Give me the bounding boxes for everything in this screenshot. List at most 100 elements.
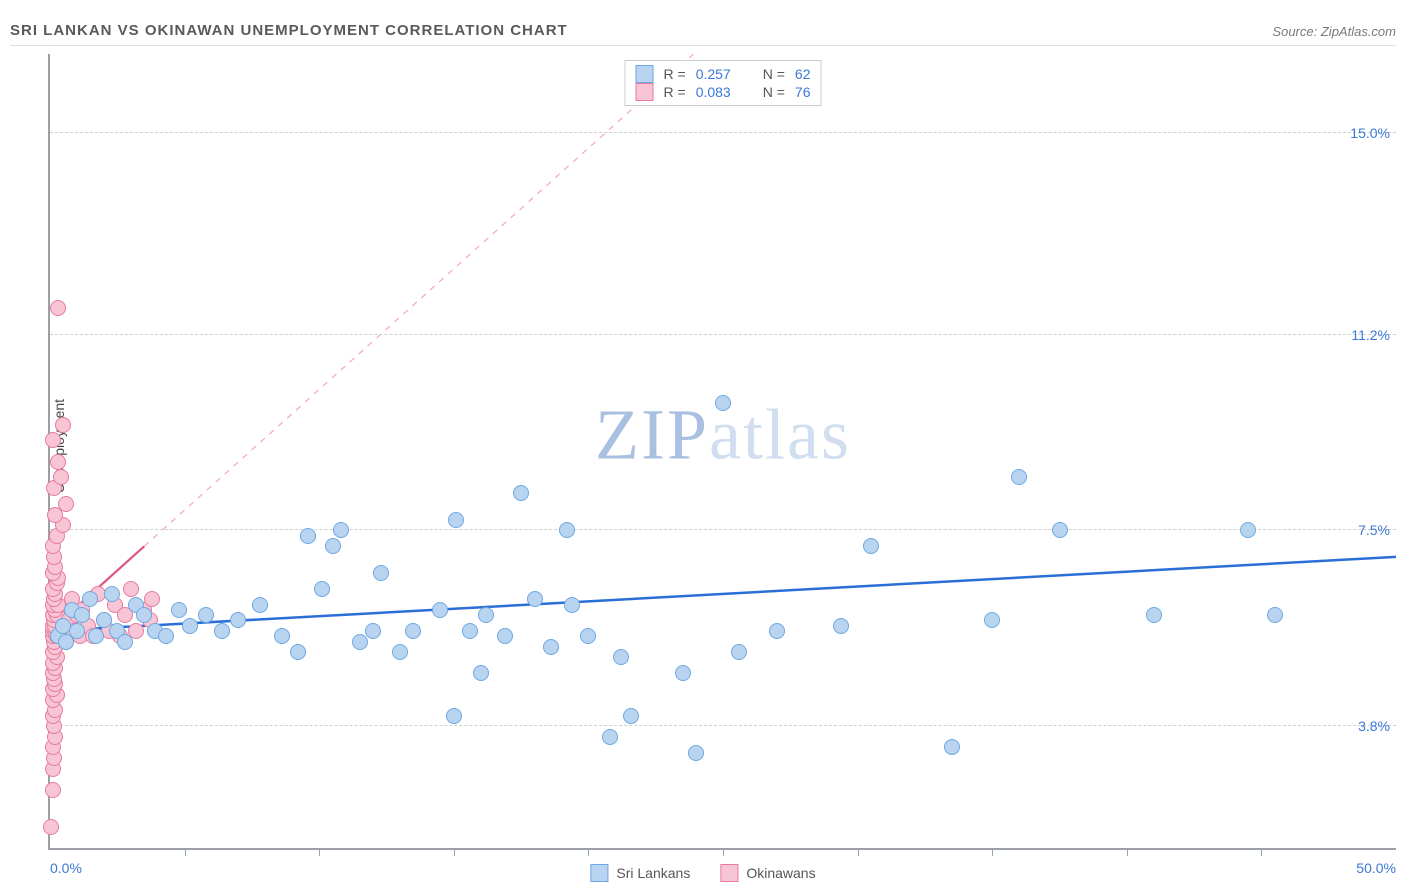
data-point — [675, 665, 691, 681]
data-point — [473, 665, 489, 681]
data-point — [462, 623, 478, 639]
y-tick-label: 11.2% — [1351, 327, 1390, 343]
data-point — [564, 597, 580, 613]
data-point — [984, 612, 1000, 628]
legend-swatch-sri-lankans — [590, 864, 608, 882]
data-point — [432, 602, 448, 618]
data-point — [252, 597, 268, 613]
gridline-h — [50, 132, 1396, 133]
data-point — [58, 496, 74, 512]
data-point — [1146, 607, 1162, 623]
r-value-okinawans: 0.083 — [696, 84, 731, 100]
data-point — [214, 623, 230, 639]
data-point — [144, 591, 160, 607]
source-name: ZipAtlas.com — [1321, 24, 1396, 39]
data-point — [55, 417, 71, 433]
data-point — [580, 628, 596, 644]
x-tick — [588, 848, 589, 856]
stat-row-sri-lankans: R = 0.257 N = 62 — [636, 65, 811, 83]
data-point — [623, 708, 639, 724]
data-point — [448, 512, 464, 528]
r-label: R = — [664, 84, 686, 100]
data-point — [405, 623, 421, 639]
data-point — [300, 528, 316, 544]
y-tick-label: 7.5% — [1358, 522, 1390, 538]
legend-swatch-okinawans — [720, 864, 738, 882]
data-point — [82, 591, 98, 607]
data-point — [715, 395, 731, 411]
data-point — [171, 602, 187, 618]
series-legend: Sri Lankans Okinawans — [590, 864, 815, 882]
x-tick-label: 0.0% — [50, 860, 82, 876]
data-point — [136, 607, 152, 623]
data-point — [769, 623, 785, 639]
legend-label-sri-lankans: Sri Lankans — [616, 865, 690, 881]
gridline-h — [50, 529, 1396, 530]
swatch-sri-lankans — [636, 65, 654, 83]
x-tick-label: 50.0% — [1356, 860, 1396, 876]
data-point — [45, 782, 61, 798]
data-point — [559, 522, 575, 538]
x-tick — [185, 848, 186, 856]
data-point — [863, 538, 879, 554]
data-point — [69, 623, 85, 639]
x-tick — [1127, 848, 1128, 856]
data-point — [182, 618, 198, 634]
chart-title: SRI LANKAN VS OKINAWAN UNEMPLOYMENT CORR… — [10, 22, 568, 39]
data-point — [497, 628, 513, 644]
data-point — [731, 644, 747, 660]
data-point — [1267, 607, 1283, 623]
n-label: N = — [763, 66, 785, 82]
gridline-h — [50, 725, 1396, 726]
data-point — [602, 729, 618, 745]
data-point — [123, 581, 139, 597]
y-tick-label: 15.0% — [1350, 125, 1390, 141]
data-point — [392, 644, 408, 660]
data-point — [50, 454, 66, 470]
source-attribution: Source: ZipAtlas.com — [1272, 24, 1396, 39]
data-point — [1240, 522, 1256, 538]
data-point — [88, 628, 104, 644]
data-point — [373, 565, 389, 581]
scatter-plot-area: ZIPatlas R = 0.257 N = 62 R = 0.083 N = … — [48, 54, 1396, 850]
x-tick — [992, 848, 993, 856]
x-tick — [319, 848, 320, 856]
data-point — [325, 538, 341, 554]
stat-row-okinawans: R = 0.083 N = 76 — [636, 83, 811, 101]
chart-header: SRI LANKAN VS OKINAWAN UNEMPLOYMENT CORR… — [10, 18, 1396, 46]
data-point — [478, 607, 494, 623]
data-point — [74, 607, 90, 623]
y-tick-label: 3.8% — [1358, 718, 1390, 734]
data-point — [944, 739, 960, 755]
x-tick — [454, 848, 455, 856]
n-value-okinawans: 76 — [795, 84, 811, 100]
legend-label-okinawans: Okinawans — [746, 865, 815, 881]
data-point — [43, 819, 59, 835]
data-point — [1011, 469, 1027, 485]
n-value-sri-lankans: 62 — [795, 66, 811, 82]
legend-item-okinawans: Okinawans — [720, 864, 815, 882]
data-point — [230, 612, 246, 628]
swatch-okinawans — [636, 83, 654, 101]
data-point — [833, 618, 849, 634]
gridline-h — [50, 334, 1396, 335]
data-point — [50, 300, 66, 316]
data-point — [314, 581, 330, 597]
data-point — [365, 623, 381, 639]
legend-item-sri-lankans: Sri Lankans — [590, 864, 690, 882]
data-point — [543, 639, 559, 655]
x-tick — [723, 848, 724, 856]
data-point — [117, 634, 133, 650]
data-point — [274, 628, 290, 644]
data-point — [688, 745, 704, 761]
source-label: Source: — [1272, 24, 1317, 39]
correlation-stats-box: R = 0.257 N = 62 R = 0.083 N = 76 — [625, 60, 822, 106]
data-point — [198, 607, 214, 623]
data-point — [613, 649, 629, 665]
data-point — [45, 432, 61, 448]
data-point — [1052, 522, 1068, 538]
r-value-sri-lankans: 0.257 — [696, 66, 731, 82]
n-label: N = — [763, 84, 785, 100]
data-point — [513, 485, 529, 501]
watermark-prefix: ZIP — [595, 395, 709, 475]
